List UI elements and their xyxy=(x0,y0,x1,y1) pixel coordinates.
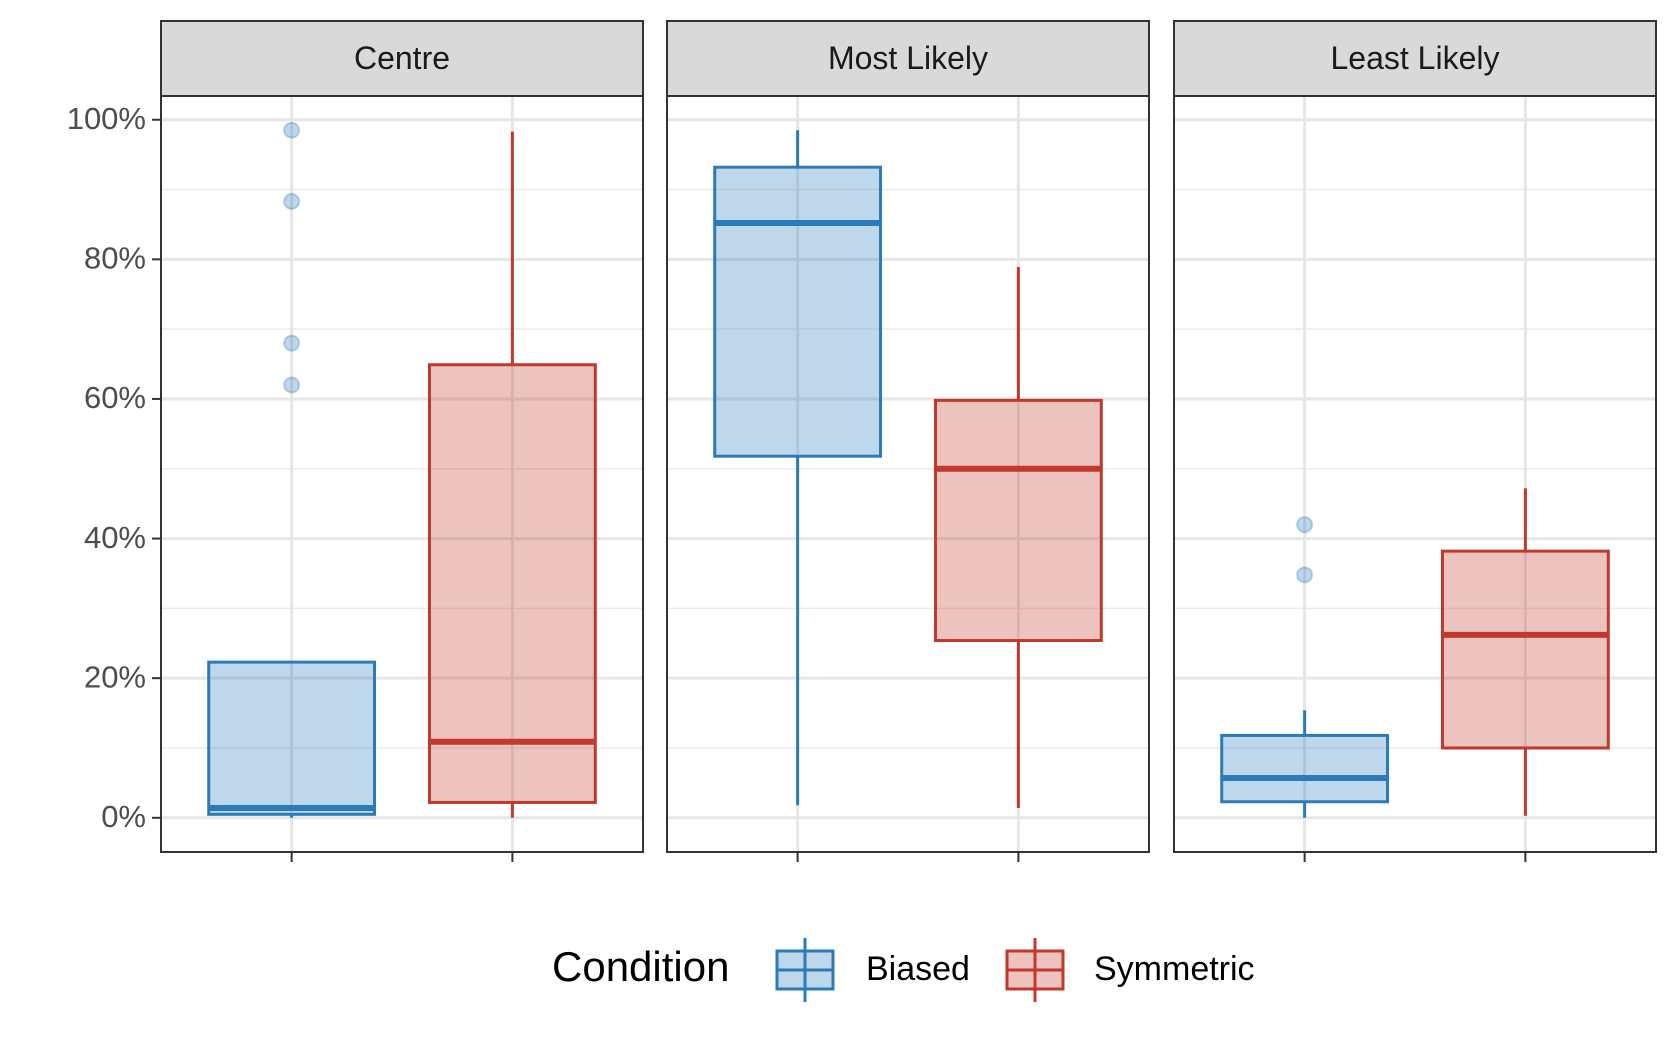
outlier xyxy=(283,376,301,394)
panel-border xyxy=(1173,95,1657,853)
box xyxy=(933,398,1103,642)
box xyxy=(713,165,883,458)
box xyxy=(1440,549,1610,750)
y-tick-label: 80% xyxy=(84,241,146,276)
outlier xyxy=(283,121,301,139)
strip-label: Most Likely xyxy=(828,40,988,76)
panel-border xyxy=(666,95,1150,853)
y-tick-label: 0% xyxy=(101,799,146,834)
strip-label: Centre xyxy=(354,40,450,76)
y-tick-label: 40% xyxy=(84,520,146,555)
box xyxy=(207,660,377,816)
strip xyxy=(160,20,644,97)
outlier xyxy=(283,192,301,210)
strip-label: Least Likely xyxy=(1331,40,1500,76)
y-tick-label: 20% xyxy=(84,659,146,694)
y-tick-label: 60% xyxy=(84,380,146,415)
box xyxy=(427,363,597,804)
legend-label: Symmetric xyxy=(1094,950,1255,988)
outlier xyxy=(1296,516,1314,534)
y-tick-label: 100% xyxy=(67,101,146,136)
panel-border xyxy=(160,95,644,853)
strip xyxy=(1173,20,1657,97)
outlier xyxy=(1296,566,1314,584)
box xyxy=(1220,733,1390,804)
strip xyxy=(666,20,1150,97)
legend-label: Biased xyxy=(866,950,970,988)
outlier xyxy=(283,334,301,352)
legend-title: Condition xyxy=(552,943,729,990)
